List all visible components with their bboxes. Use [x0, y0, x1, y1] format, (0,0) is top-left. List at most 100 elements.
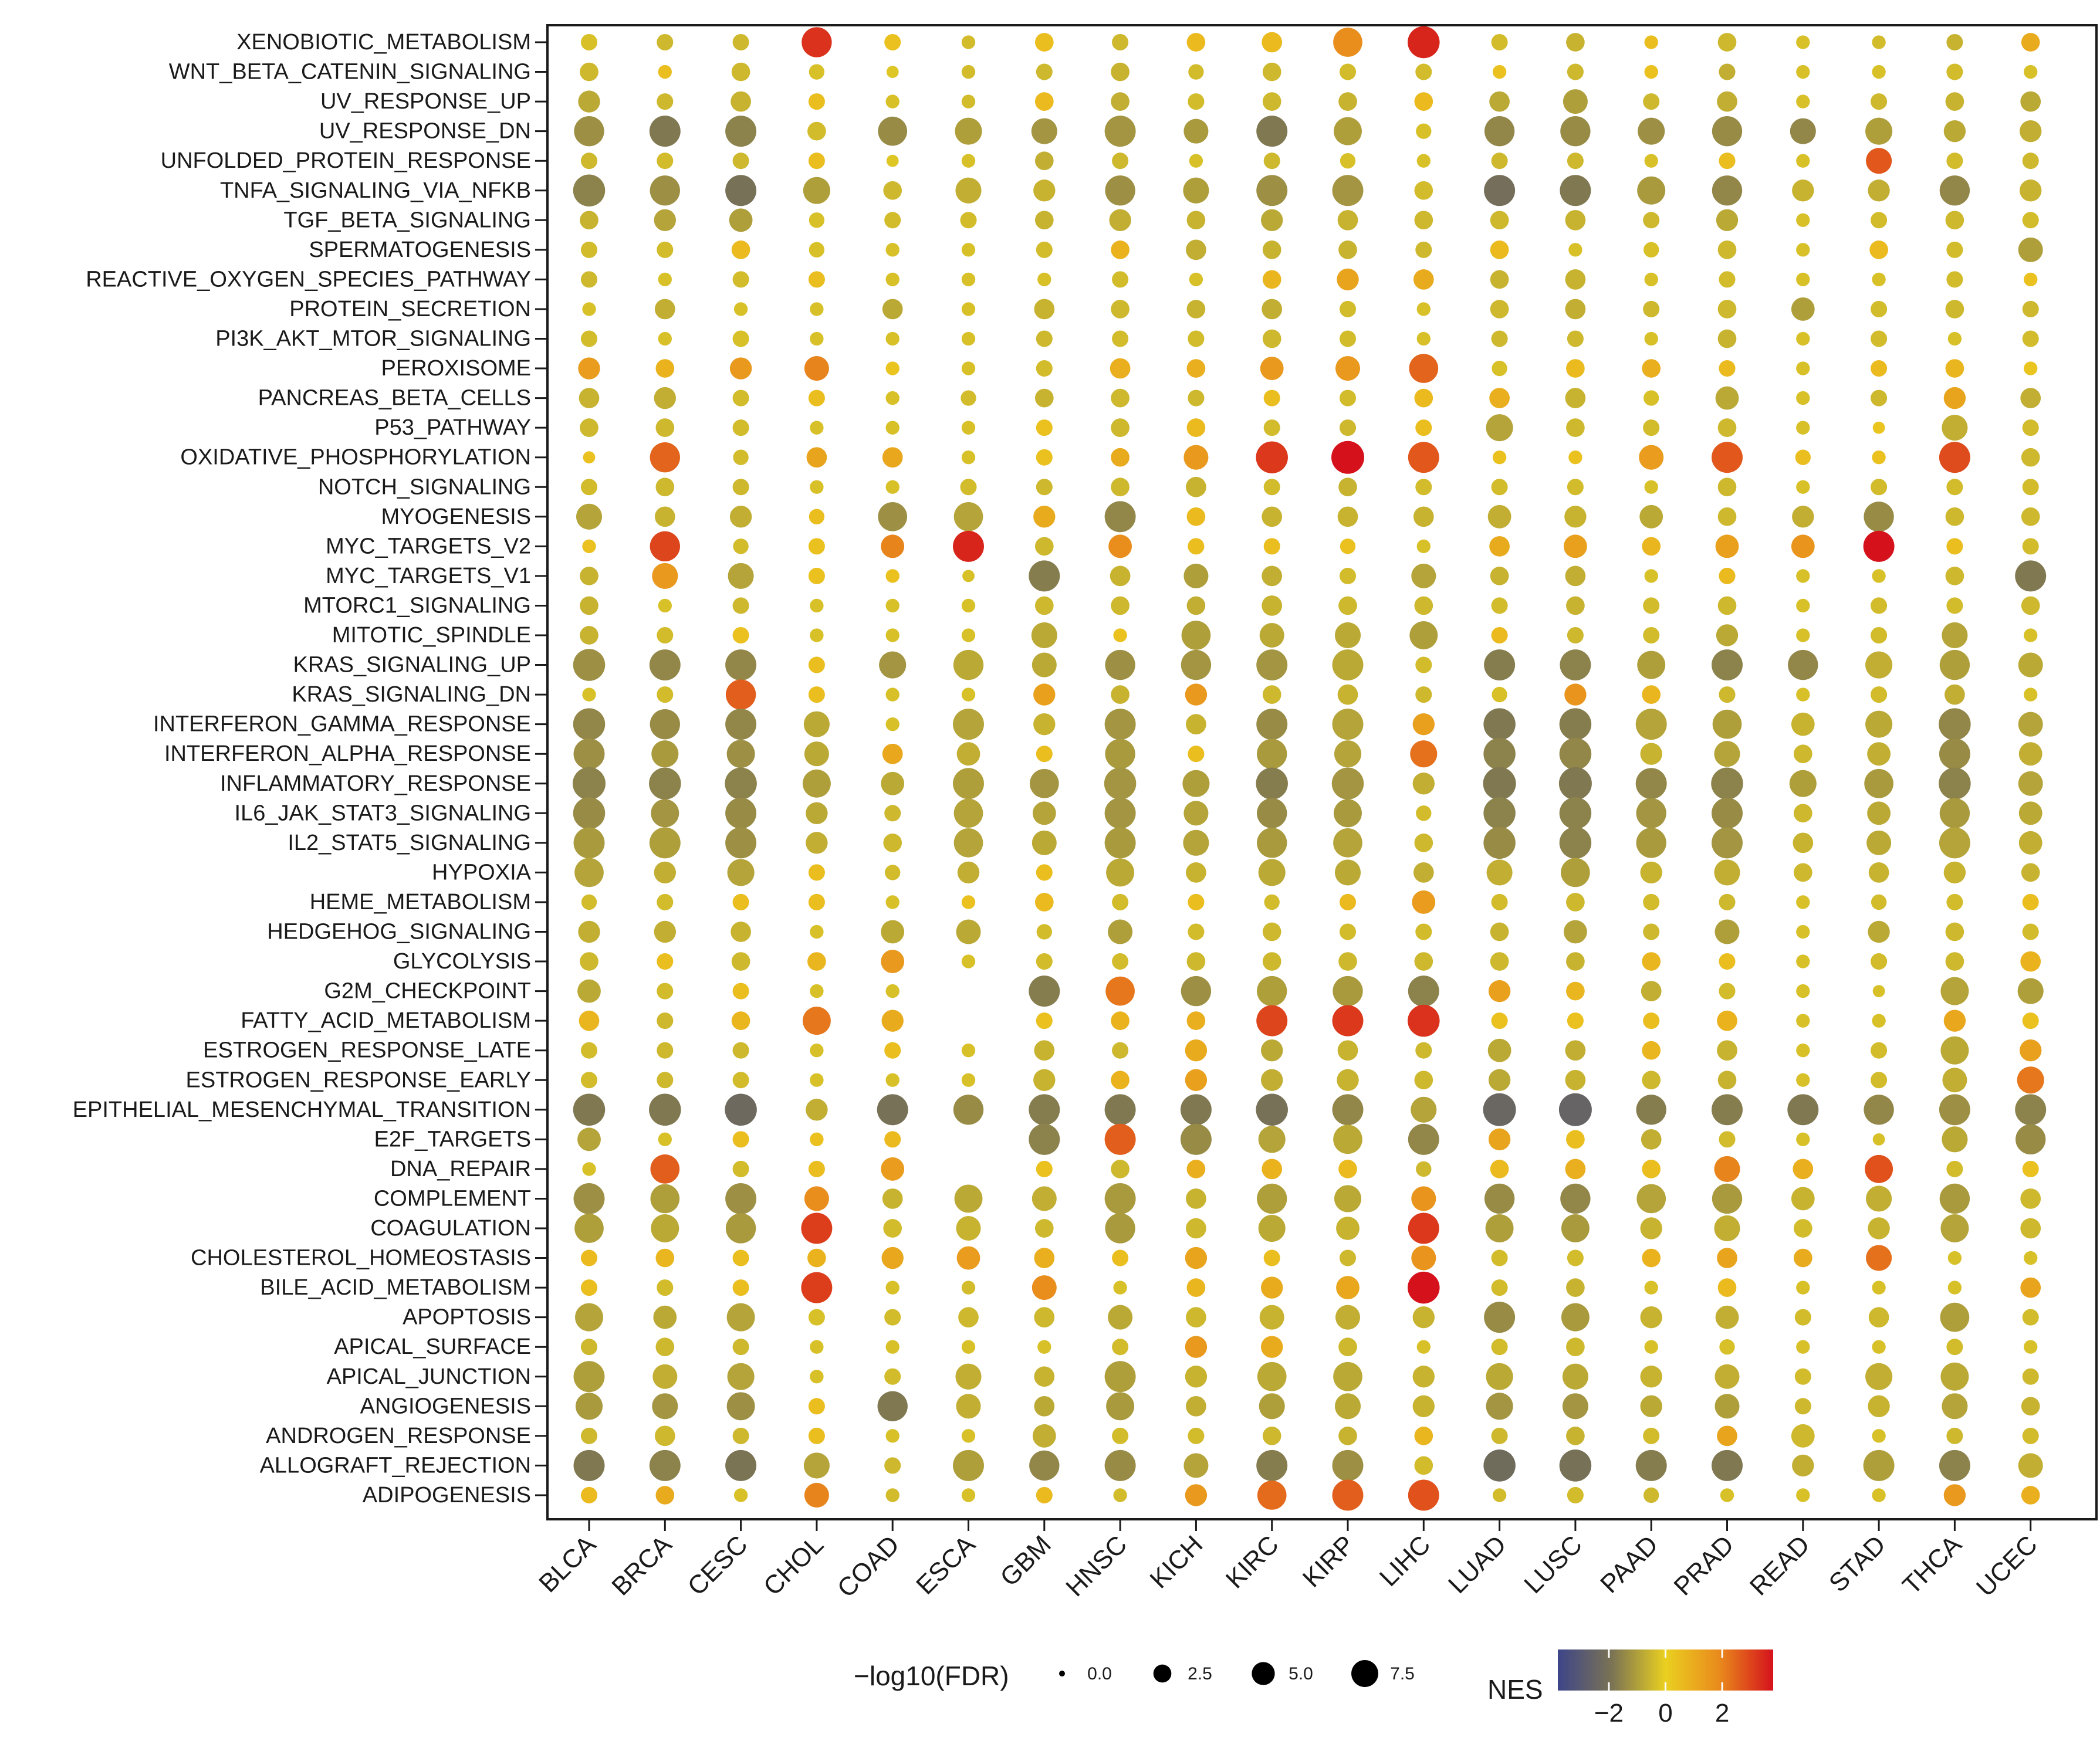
- x-tick-label: PRAD: [1668, 1530, 1739, 1601]
- dot-point: [1796, 598, 1810, 613]
- y-tick-label: PROTEIN_SECRETION: [289, 297, 531, 321]
- dot-point: [1559, 1449, 1592, 1482]
- dot-point: [1940, 1362, 1969, 1391]
- dot-point: [954, 1184, 983, 1213]
- dot-point: [1186, 300, 1206, 319]
- y-tick-label: P53_PATHWAY: [374, 415, 531, 440]
- dot-point: [1636, 828, 1666, 858]
- dot-point: [961, 302, 976, 316]
- dot-point: [808, 656, 825, 673]
- dot-point: [1872, 569, 1886, 583]
- dot-point: [1034, 596, 1054, 615]
- dot-point: [1104, 709, 1136, 740]
- y-tick-label: PI3K_AKT_MTOR_SIGNALING: [215, 327, 531, 351]
- size-legend-dot: [1252, 1662, 1275, 1685]
- dot-point: [885, 569, 899, 583]
- dot-point: [725, 1213, 756, 1244]
- dot-point: [1339, 923, 1357, 940]
- dot-point: [1939, 442, 1970, 473]
- dot-point: [1642, 685, 1661, 704]
- dot-point: [2022, 893, 2039, 910]
- dot-point: [1715, 919, 1740, 944]
- dot-point: [1487, 1038, 1511, 1062]
- dot-point: [1183, 829, 1209, 856]
- dot-point: [1340, 538, 1356, 554]
- dot-point: [1945, 567, 1964, 585]
- dot-point: [1567, 479, 1584, 496]
- dot-point: [1257, 798, 1287, 828]
- dot-point: [1868, 920, 1890, 943]
- dot-point: [649, 767, 681, 800]
- x-tick-label: LIHC: [1374, 1530, 1436, 1592]
- y-tick-label: KRAS_SIGNALING_DN: [292, 682, 531, 707]
- dot-point: [650, 1184, 680, 1214]
- dot-point: [1946, 1160, 1963, 1177]
- dot-point: [651, 740, 679, 768]
- dot-point: [1338, 952, 1357, 971]
- dot-point: [1643, 212, 1660, 229]
- dot-point: [1111, 418, 1130, 437]
- dot-point: [1642, 952, 1661, 971]
- dot-point: [732, 479, 749, 496]
- dot-point: [955, 1363, 982, 1390]
- dot-point: [2018, 771, 2043, 796]
- dot-point: [580, 62, 598, 82]
- dot-point: [1188, 389, 1205, 407]
- dot-point: [1940, 1302, 1970, 1332]
- dot-point: [1414, 1456, 1433, 1475]
- dot-point: [1105, 175, 1135, 206]
- dot-point: [1717, 1071, 1737, 1090]
- dot-point: [1260, 1276, 1283, 1299]
- dot-point: [655, 418, 675, 437]
- dot-point: [961, 243, 976, 257]
- dot-point: [1486, 414, 1513, 442]
- dot-point: [803, 711, 830, 737]
- dot-point: [810, 1370, 824, 1384]
- dot-point: [732, 1279, 749, 1296]
- dot-point: [577, 1127, 601, 1151]
- dot-point: [655, 477, 675, 497]
- nes-tick-label: 0: [1658, 1699, 1672, 1728]
- dot-point: [574, 858, 604, 888]
- dot-point: [808, 389, 825, 407]
- dot-point: [732, 1072, 749, 1089]
- dot-point: [1567, 1012, 1584, 1029]
- dot-point: [726, 740, 755, 768]
- dot-point: [1866, 1185, 1892, 1212]
- x-tick-label: HNSC: [1060, 1530, 1132, 1602]
- dot-point: [1868, 862, 1889, 883]
- dot-point: [1032, 1275, 1057, 1300]
- dot-point: [654, 387, 677, 409]
- dot-point: [2022, 153, 2039, 170]
- dot-point: [1794, 1309, 1811, 1326]
- y-tick-label: APOPTOSIS: [403, 1305, 531, 1330]
- dot-point: [955, 177, 982, 204]
- dot-point: [1491, 153, 1508, 170]
- dot-point: [1872, 1340, 1886, 1354]
- dot-point: [1947, 1281, 1962, 1295]
- dot-point: [804, 1482, 829, 1508]
- dot-point: [1946, 33, 1963, 51]
- dot-point: [961, 421, 976, 435]
- dot-point: [1186, 1011, 1206, 1030]
- dot-point: [1790, 118, 1816, 144]
- dot-point: [1408, 1271, 1440, 1304]
- dot-point: [1563, 534, 1587, 558]
- dot-point: [809, 242, 825, 258]
- dot-point: [1641, 981, 1662, 1001]
- dot-point: [1264, 894, 1280, 910]
- dot-point: [725, 649, 757, 681]
- dot-point: [1032, 652, 1057, 678]
- dot-point: [1186, 476, 1206, 497]
- dot-point: [1643, 923, 1660, 940]
- dot-point: [961, 687, 976, 702]
- dot-point: [1484, 1302, 1516, 1333]
- dot-point: [654, 299, 675, 320]
- dot-point: [1566, 418, 1585, 437]
- dot-point: [1262, 32, 1283, 53]
- dot-point: [1865, 710, 1893, 738]
- y-tick-label: GLYCOLYSIS: [393, 949, 531, 974]
- dot-point: [1492, 360, 1507, 377]
- dot-point: [810, 984, 824, 998]
- dot-point: [1644, 35, 1658, 49]
